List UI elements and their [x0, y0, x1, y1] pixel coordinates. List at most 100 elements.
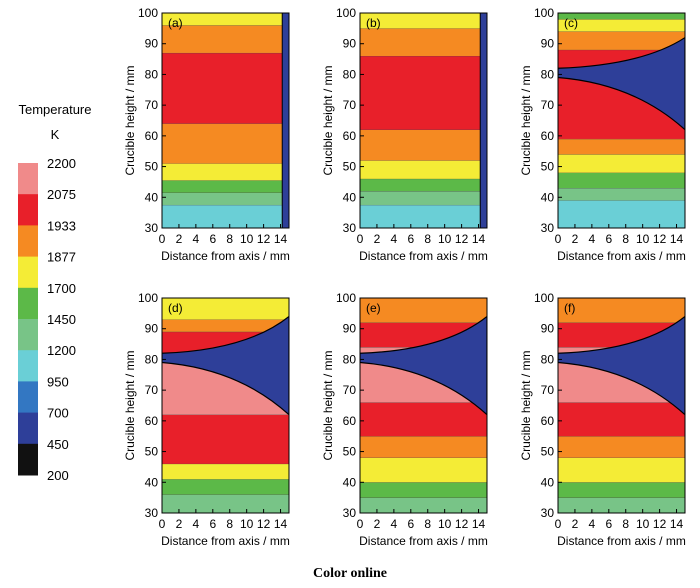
y-tick-label: 70: [541, 98, 555, 112]
x-tick-label: 12: [653, 517, 667, 531]
y-tick-label: 50: [145, 160, 159, 174]
temperature-band: [558, 138, 685, 155]
crucible-wall: [479, 13, 487, 228]
temperature-band: [360, 28, 487, 56]
panels-group: (a)0 2 4 6 8 10 12 1430405060708090100Distance …: [123, 6, 686, 548]
temperature-band: [162, 494, 289, 513]
y-tick-label: 100: [336, 291, 356, 305]
temperature-band: [360, 56, 487, 130]
x-tick-label: 8: [226, 517, 233, 531]
x-tick-label: 6: [605, 232, 612, 246]
panel-label: (b): [366, 16, 381, 30]
y-tick-label: 90: [145, 322, 159, 336]
y-tick-label: 30: [343, 221, 357, 235]
x-tick-label: 14: [274, 517, 288, 531]
colorbar-swatch: [18, 287, 38, 320]
x-tick-label: 6: [209, 232, 216, 246]
x-tick-label: 8: [424, 232, 431, 246]
temperature-band: [558, 436, 685, 458]
colorbar-tick-label: 1877: [47, 250, 76, 265]
y-tick-label: 90: [145, 37, 159, 51]
y-tick-label: 60: [343, 129, 357, 143]
colorbar-swatch: [18, 443, 38, 476]
y-tick-label: 100: [336, 6, 356, 20]
y-tick-label: 60: [541, 414, 555, 428]
temperature-band: [558, 19, 685, 32]
x-tick-label: 6: [209, 517, 216, 531]
y-axis-label: Crucible height / mm: [123, 350, 137, 460]
y-tick-label: 30: [145, 221, 159, 235]
x-tick-label: 4: [589, 232, 596, 246]
x-tick-label: 14: [472, 232, 486, 246]
x-tick-label: 4: [193, 232, 200, 246]
x-tick-label: 2: [374, 232, 381, 246]
panel-1: (b) 0 2 4 6 8 10 12 14 30 40 50 60 70 80 90 100 Distance …: [321, 6, 488, 263]
y-tick-label: 100: [138, 6, 158, 20]
temperature-band: [360, 457, 487, 483]
panel-4: (e) 0 2 4 6 8 10 12 14 30 40 50 60 70 80 90 100 Distance …: [321, 291, 488, 548]
temperature-band: [558, 188, 685, 201]
y-axis-label: Crucible height / mm: [519, 65, 533, 175]
x-tick-label: 12: [257, 232, 271, 246]
y-axis-label: Crucible height / mm: [123, 65, 137, 175]
melt-void-region: [360, 315, 487, 416]
y-tick-label: 70: [145, 383, 159, 397]
x-tick-label: 2: [176, 232, 183, 246]
x-tick-label: 2: [572, 232, 579, 246]
y-tick-label: 90: [343, 322, 357, 336]
x-tick-label: 0: [159, 517, 166, 531]
y-tick-label: 60: [145, 414, 159, 428]
temperature-band: [558, 457, 685, 483]
temperature-band: [162, 163, 289, 181]
y-tick-label: 40: [541, 190, 555, 204]
y-tick-label: 30: [145, 506, 159, 520]
y-tick-label: 30: [541, 506, 555, 520]
x-tick-label: 0: [555, 517, 562, 531]
temperature-band: [162, 192, 289, 205]
x-tick-label: 14: [472, 517, 486, 531]
y-axis-label: Crucible height / mm: [321, 350, 335, 460]
temperature-band: [162, 479, 289, 495]
temperature-band: [162, 463, 289, 480]
y-tick-label: 80: [541, 67, 555, 81]
x-tick-label: 12: [653, 232, 667, 246]
x-tick-label: 12: [455, 232, 469, 246]
y-tick-label: 100: [138, 291, 158, 305]
x-tick-label: 10: [240, 517, 254, 531]
melt-void-region: [558, 36, 685, 131]
colorbar-swatch: [18, 225, 38, 258]
temperature-band: [360, 204, 487, 228]
y-tick-label: 40: [145, 190, 159, 204]
temperature-band: [360, 13, 487, 29]
colorbar-swatch: [18, 194, 38, 226]
y-axis-label: Crucible height / mm: [321, 65, 335, 175]
x-tick-label: 12: [257, 517, 271, 531]
temperature-band: [558, 402, 685, 437]
temperature-band: [360, 402, 487, 437]
x-tick-label: 0: [357, 232, 364, 246]
temperature-band: [558, 31, 685, 50]
colorbar-swatch: [18, 256, 38, 289]
temperature-band: [558, 298, 685, 323]
y-tick-label: 40: [343, 475, 357, 489]
temperature-band: [558, 200, 685, 228]
y-tick-label: 90: [541, 322, 555, 336]
plot-frame: [557, 297, 686, 514]
x-axis-label: Distance from axis / mm: [161, 249, 290, 263]
panel-2: (c) 0 2 4 6 8 10 12 14 30 40 50 60 70 80 90 100 Distance …: [519, 6, 686, 263]
y-tick-label: 70: [541, 383, 555, 397]
x-tick-label: 6: [605, 517, 612, 531]
melt-void-region: [162, 315, 289, 416]
x-tick-label: 10: [438, 517, 452, 531]
colorbar-tick-label: 700: [47, 406, 69, 421]
temperature-band: [558, 13, 685, 20]
temperature-band: [360, 160, 487, 179]
y-tick-label: 40: [343, 190, 357, 204]
y-tick-label: 50: [343, 445, 357, 459]
melt-void-region: [558, 315, 685, 416]
temperature-band: [162, 204, 289, 228]
colorbar-title: Temperature: [19, 102, 92, 117]
temperature-band: [360, 497, 487, 513]
y-tick-label: 80: [541, 352, 555, 366]
temperature-band: [360, 298, 487, 323]
